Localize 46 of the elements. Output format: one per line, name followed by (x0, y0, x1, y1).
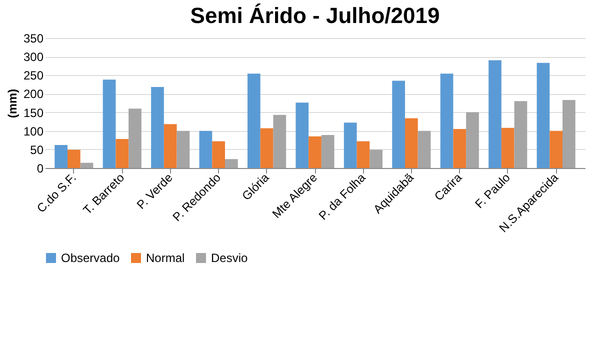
y-axis-title: (mm) (5, 88, 20, 118)
bar (260, 128, 274, 168)
y-tick-label: 300 (23, 50, 44, 64)
bar (296, 102, 309, 168)
bar (356, 141, 370, 168)
bar (536, 62, 550, 168)
legend-label: Normal (146, 251, 185, 265)
bar (273, 114, 286, 168)
bar (248, 74, 260, 168)
bar (440, 74, 454, 168)
bar (392, 80, 405, 168)
bar (514, 101, 528, 168)
y-tick-label: 350 (23, 32, 44, 46)
bar (225, 159, 238, 168)
bar (68, 150, 80, 168)
y-tick-label: 150 (23, 106, 44, 120)
bar (501, 128, 514, 168)
bar (562, 100, 576, 168)
bar (164, 124, 177, 168)
bar (80, 162, 94, 168)
bar (488, 60, 502, 168)
bar (128, 108, 142, 168)
bar (308, 136, 322, 168)
y-tick-label: 0 (36, 162, 44, 176)
bar (116, 139, 129, 168)
bar (54, 144, 68, 168)
chart-title: Semi Árido - Julho/2019 (190, 3, 440, 28)
legend-label: Observado (61, 251, 120, 265)
bar (405, 118, 418, 168)
legend-label: Desvio (211, 251, 248, 265)
bar (418, 130, 431, 168)
bar (466, 112, 479, 168)
bar (370, 150, 382, 168)
bar (199, 130, 212, 168)
bar (321, 134, 334, 168)
bar (212, 141, 225, 168)
bar (550, 130, 562, 168)
bar (344, 122, 357, 168)
bar (453, 129, 466, 168)
bar (176, 130, 190, 168)
bar (151, 87, 164, 168)
bar (102, 80, 116, 168)
y-tick-label: 50 (30, 142, 44, 157)
y-tick-label: 100 (23, 124, 44, 138)
y-tick-label: 200 (23, 87, 44, 102)
y-tick-label: 250 (23, 68, 44, 83)
